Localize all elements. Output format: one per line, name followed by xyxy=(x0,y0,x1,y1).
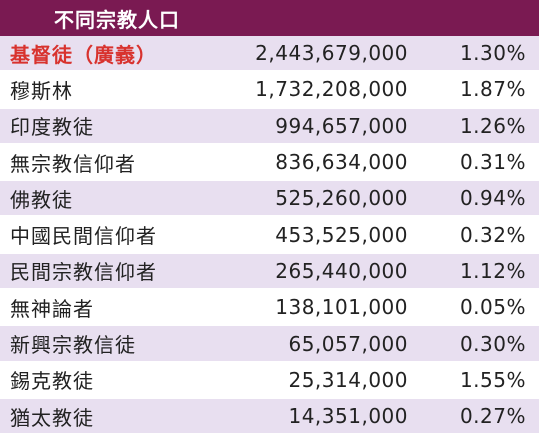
percent-value: 0.05% xyxy=(459,295,526,320)
religion-name: 印度教徒 xyxy=(10,115,94,140)
percent-value: 1.30% xyxy=(459,41,526,66)
religion-name: 穆斯林 xyxy=(10,78,73,103)
table-row: 無宗教信仰者 836,634,000 0.31% xyxy=(0,144,539,182)
population-value: 994,657,000 xyxy=(275,113,408,138)
table-row: 穆斯林 1,732,208,000 1.87% xyxy=(0,72,539,109)
religion-name: 無神論者 xyxy=(10,296,94,321)
table-row: 基督徒（廣義） 2,443,679,000 1.30% xyxy=(0,36,539,73)
population-value: 525,260,000 xyxy=(275,186,408,211)
percent-value: 1.26% xyxy=(459,113,526,138)
table-row: 無神論者 138,101,000 0.05% xyxy=(0,290,539,327)
percent-value: 0.27% xyxy=(459,404,526,429)
religion-name: 錫克教徒 xyxy=(10,369,94,394)
religion-name: 中國民間信仰者 xyxy=(10,224,157,249)
table-row: 印度教徒 994,657,000 1.26% xyxy=(0,108,539,145)
religion-name: 基督徒（廣義） xyxy=(10,42,157,67)
percent-value: 1.87% xyxy=(459,77,526,102)
table-body: 基督徒（廣義） 2,443,679,000 1.30% 穆斯林 1,732,20… xyxy=(0,36,539,435)
table-row: 猶太教徒 14,351,000 0.27% xyxy=(0,398,539,435)
table-row: 中國民間信仰者 453,525,000 0.32% xyxy=(0,217,539,254)
population-value: 836,634,000 xyxy=(275,150,408,175)
population-value: 138,101,000 xyxy=(275,295,408,320)
population-value: 14,351,000 xyxy=(288,404,408,429)
religion-name: 新興宗教信徒 xyxy=(10,333,136,358)
percent-value: 0.32% xyxy=(459,222,526,247)
population-value: 2,443,679,000 xyxy=(255,41,408,66)
percent-value: 1.12% xyxy=(459,258,526,283)
table-row: 佛教徒 525,260,000 0.94% xyxy=(0,181,539,218)
population-value: 65,057,000 xyxy=(288,331,408,356)
religion-name: 猶太教徒 xyxy=(10,405,94,430)
table-row: 新興宗教信徒 65,057,000 0.30% xyxy=(0,326,539,363)
population-value: 453,525,000 xyxy=(275,222,408,247)
table-row: 民間宗教信仰者 265,440,000 1.12% xyxy=(0,253,539,291)
percent-value: 0.31% xyxy=(459,150,526,175)
population-value: 1,732,208,000 xyxy=(255,77,408,102)
percent-value: 0.30% xyxy=(459,331,526,356)
religion-name: 佛教徒 xyxy=(10,187,73,212)
percent-value: 1.55% xyxy=(459,367,526,392)
table-title: 不同宗教人口 xyxy=(54,7,180,32)
table-header: 不同宗教人口 xyxy=(0,0,539,36)
population-value: 25,314,000 xyxy=(288,367,408,392)
percent-value: 0.94% xyxy=(459,186,526,211)
religion-name: 民間宗教信仰者 xyxy=(10,260,157,285)
religion-name: 無宗教信仰者 xyxy=(10,151,136,176)
table-row: 錫克教徒 25,314,000 1.55% xyxy=(0,362,539,399)
population-value: 265,440,000 xyxy=(275,258,408,283)
